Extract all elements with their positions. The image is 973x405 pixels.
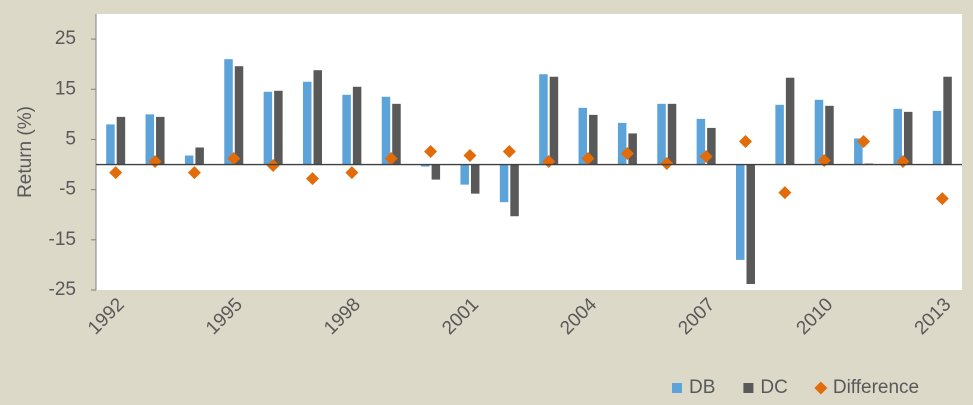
difference-marker xyxy=(739,134,752,148)
difference-marker xyxy=(384,152,398,166)
bar xyxy=(381,96,391,165)
y-tick-label: -5 xyxy=(59,179,76,200)
bar xyxy=(825,105,834,165)
bar xyxy=(116,116,126,165)
bar xyxy=(342,94,351,165)
difference-marker xyxy=(778,186,792,200)
bar xyxy=(617,122,627,165)
x-tick-label: 2010 xyxy=(793,294,838,339)
legend-label: DC xyxy=(760,377,787,398)
x-tick-label: 1998 xyxy=(320,294,365,339)
difference-marker xyxy=(620,147,634,161)
bar xyxy=(903,111,913,165)
bar xyxy=(707,127,716,165)
difference-marker xyxy=(227,152,241,166)
bar xyxy=(696,118,706,165)
difference-marker xyxy=(502,144,516,158)
x-tick-label: 2013 xyxy=(911,294,956,339)
bar xyxy=(854,138,863,165)
bar xyxy=(657,103,666,165)
difference-marker xyxy=(817,154,831,168)
bar xyxy=(667,103,677,165)
difference-marker xyxy=(935,192,949,206)
y-tick-label: -15 xyxy=(49,229,76,250)
bar xyxy=(539,74,548,165)
bar xyxy=(352,86,362,165)
difference-marker xyxy=(306,172,319,186)
difference-marker xyxy=(463,149,477,163)
y-tick-label: -25 xyxy=(49,279,76,300)
bar xyxy=(510,164,519,217)
bar xyxy=(578,107,588,165)
legend-marker xyxy=(814,381,828,395)
difference-marker xyxy=(699,150,713,164)
difference-marker xyxy=(109,166,123,180)
legend-marker xyxy=(743,383,754,393)
bar xyxy=(549,76,559,165)
y-tick-label: 15 xyxy=(55,78,76,99)
bar xyxy=(421,164,430,167)
bar xyxy=(392,103,401,165)
bar xyxy=(893,108,902,165)
difference-marker xyxy=(266,159,280,173)
difference-marker xyxy=(345,166,359,180)
x-tick-label: 1995 xyxy=(202,294,247,339)
x-tick-label: 2004 xyxy=(556,294,601,339)
bar xyxy=(460,164,469,185)
bar xyxy=(628,133,637,165)
bar xyxy=(195,147,204,165)
bar xyxy=(932,110,942,165)
bar xyxy=(313,70,322,165)
x-tick-label: 2007 xyxy=(674,294,719,339)
bar xyxy=(303,81,312,165)
bar xyxy=(274,90,283,165)
bar xyxy=(470,164,480,194)
difference-marker xyxy=(187,166,201,180)
difference-marker xyxy=(581,152,595,166)
bar xyxy=(785,77,795,165)
x-tick-label: 2001 xyxy=(438,294,483,339)
difference-marker xyxy=(857,134,871,148)
legend-label: Difference xyxy=(833,377,919,398)
bar xyxy=(499,164,509,203)
bar xyxy=(224,59,233,165)
y-axis-title: Return (%) xyxy=(15,106,36,198)
bar xyxy=(234,66,244,165)
bar xyxy=(775,104,784,165)
bar xyxy=(145,114,155,165)
legend-marker xyxy=(672,383,682,393)
difference-marker xyxy=(660,157,674,171)
bar xyxy=(156,116,165,165)
bar xyxy=(184,155,194,165)
bar xyxy=(736,164,745,260)
bar xyxy=(746,164,755,284)
bar xyxy=(943,76,952,165)
bar xyxy=(589,114,598,165)
bar xyxy=(263,91,273,165)
difference-marker xyxy=(424,144,438,158)
bar xyxy=(431,164,441,180)
bar xyxy=(814,99,824,165)
bar xyxy=(106,124,115,165)
y-tick-label: 25 xyxy=(55,28,76,49)
y-tick-label: 5 xyxy=(65,128,76,149)
x-tick-label: 1992 xyxy=(84,294,129,339)
legend-label: DB xyxy=(689,377,715,398)
